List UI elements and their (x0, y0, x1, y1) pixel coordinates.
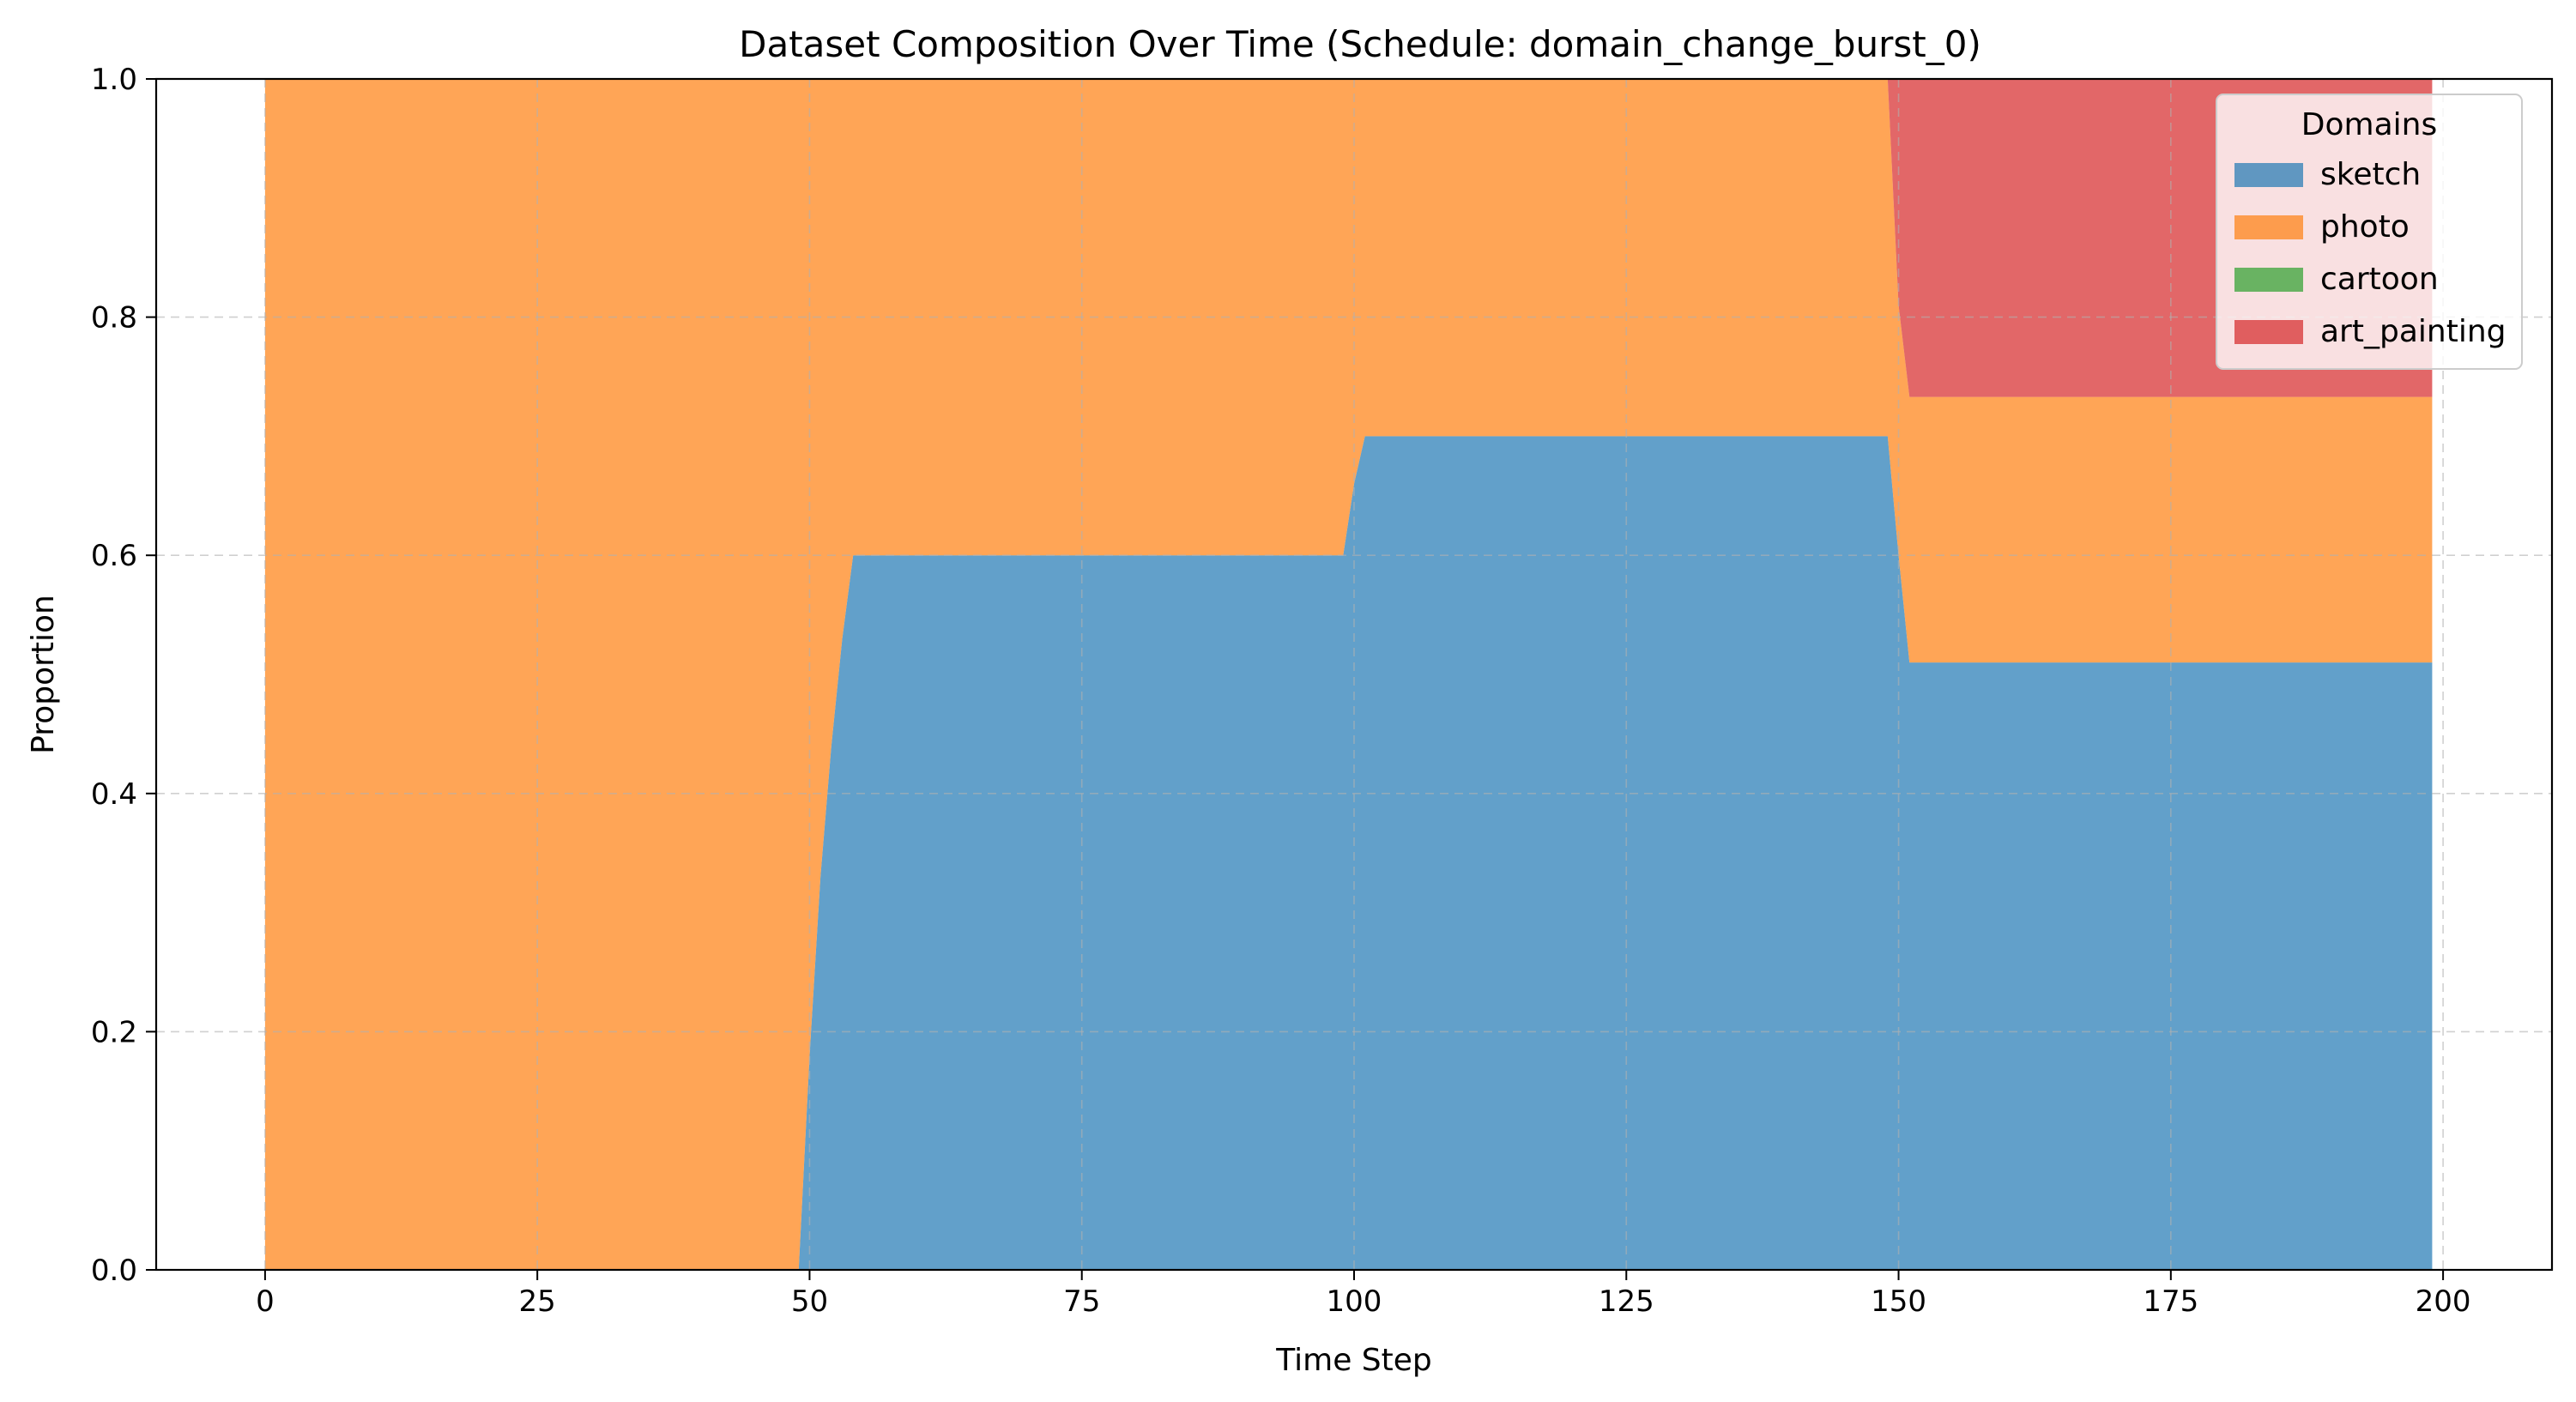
y-tick-label: 0.2 (91, 1015, 137, 1049)
y-tick-label: 0.6 (91, 539, 137, 573)
x-tick-label: 175 (2143, 1284, 2198, 1319)
x-tick-label: 150 (1871, 1284, 1926, 1319)
chart-title: Dataset Composition Over Time (Schedule:… (739, 23, 1981, 65)
legend-swatch-cartoon (2234, 268, 2303, 292)
x-axis-label: Time Step (1275, 1343, 1432, 1378)
legend-swatch-photo (2234, 215, 2303, 239)
x-tick-label: 25 (519, 1284, 556, 1319)
area-layer (265, 79, 2432, 1270)
legend-label-photo: photo (2320, 209, 2410, 245)
y-tick-label: 0.4 (91, 777, 137, 812)
legend-swatch-sketch (2234, 163, 2303, 187)
y-tick-label: 1.0 (91, 63, 137, 97)
x-tick-label: 75 (1063, 1284, 1100, 1319)
legend-label-cartoon: cartoon (2320, 262, 2439, 297)
x-tick-label: 0 (256, 1284, 275, 1319)
x-tick-label: 125 (1599, 1284, 1654, 1319)
y-tick-label: 0.0 (91, 1254, 137, 1288)
legend: Domains sketch photo cartoon art_painting (2216, 94, 2522, 369)
y-tick-label: 0.8 (91, 301, 137, 335)
x-tick-label: 200 (2416, 1284, 2471, 1319)
x-tick-label: 100 (1327, 1284, 1382, 1319)
x-tick-label: 50 (791, 1284, 828, 1319)
y-axis-label: Proportion (26, 595, 61, 754)
legend-label-art-painting: art_painting (2320, 314, 2506, 349)
legend-label-sketch: sketch (2320, 157, 2421, 192)
legend-swatch-art-painting (2234, 320, 2303, 344)
legend-title: Domains (2301, 107, 2437, 142)
